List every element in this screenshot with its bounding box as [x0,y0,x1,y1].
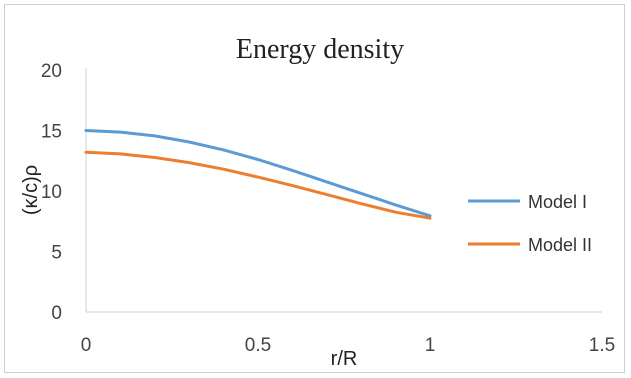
legend-label-model-ii: Model II [528,235,592,255]
y-tick-label: 10 [41,182,62,203]
y-tick-labels: 0 5 10 15 20 [41,61,62,324]
x-tick-label: 0.5 [245,335,271,356]
y-axis-label: (κ/c)ρ [20,165,42,215]
y-tick-label: 15 [41,122,62,143]
series-lines [84,129,432,220]
y-tick-label: 5 [51,243,62,264]
series-line-model-ii [84,150,432,220]
x-tick-label: 0 [81,335,92,356]
x-tick-labels: 0 0.5 1 1.5 [81,335,616,356]
x-axis-label: r/R [331,348,358,370]
x-tick-label: 1 [425,335,436,356]
y-tick-label: 20 [41,61,62,82]
legend-label-model-i: Model I [528,192,587,212]
x-tick-label: 1.5 [589,335,615,356]
y-tick-label: 0 [51,303,62,324]
legend: Model I Model II [468,192,592,255]
chart-title: Energy density [236,34,404,65]
series-line-model-i [84,129,432,218]
